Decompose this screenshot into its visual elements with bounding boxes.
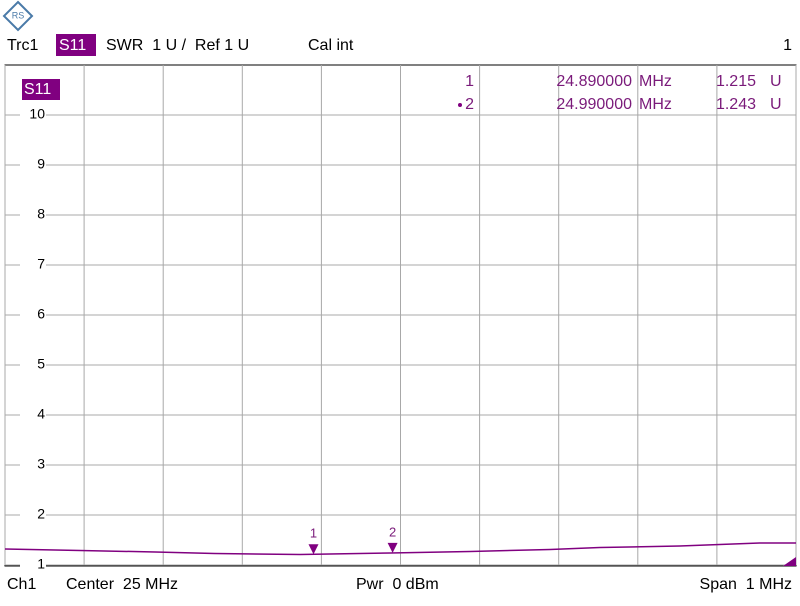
window-number: 1 <box>783 37 792 54</box>
y-tick-label-bg <box>20 257 46 273</box>
parameter: S11 <box>59 37 86 54</box>
y-tick-label: 2 <box>37 506 45 522</box>
y-tick-label-bg <box>20 157 46 173</box>
calibration: Cal int <box>308 37 354 54</box>
marker-row-label: 1 <box>465 73 474 90</box>
span: Span 1 MHz <box>700 576 792 593</box>
corner-indicator <box>783 557 796 566</box>
y-tick-label: 3 <box>37 456 45 472</box>
marker-row-value: 1.243 <box>716 96 756 113</box>
y-tick-label: 6 <box>37 306 45 322</box>
format: SWR 1 U / Ref 1 U <box>106 37 249 54</box>
active-marker-dot <box>458 103 462 107</box>
grid: 1 2 3 4 5 6 7 8 9 10 <box>4 65 797 573</box>
marker-triangle <box>308 544 319 555</box>
y-tick-label: 1 <box>37 556 45 572</box>
y-tick-label-bg <box>20 407 46 423</box>
marker-label: 2 <box>389 524 396 539</box>
marker-row-frequency: 24.990000 <box>556 96 632 113</box>
trace-line <box>4 542 796 556</box>
y-tick-label: 8 <box>37 206 45 222</box>
marker-label: 1 <box>310 526 317 541</box>
y-tick-label: 4 <box>37 406 45 422</box>
marker-row-frequency: 24.890000 <box>556 73 632 90</box>
marker-row-frequency-unit: MHz <box>639 96 672 113</box>
trace-tag-label: S11 <box>24 81 51 98</box>
logo: RS <box>2 0 34 32</box>
center: Center 25 MHz <box>66 576 178 593</box>
y-tick-label-bg <box>20 507 46 523</box>
marker-row-frequency-unit: MHz <box>639 73 672 90</box>
marker-row-label: 2 <box>465 96 474 113</box>
marker-triangle <box>387 542 398 553</box>
y-tick-label-bg <box>20 357 46 373</box>
y-tick-label-bg <box>20 307 46 323</box>
y-tick-label: 5 <box>37 356 45 372</box>
trace-tag <box>22 79 60 100</box>
y-tick-label: 9 <box>37 156 45 172</box>
y-tick-label: 7 <box>37 256 45 272</box>
y-tick-label: 10 <box>29 106 45 122</box>
y-tick-label-bg <box>20 557 46 573</box>
y-tick-label-bg <box>20 207 46 223</box>
power: Pwr 0 dBm <box>356 576 439 593</box>
channel: Ch1 <box>7 576 36 593</box>
marker-row-unit: U <box>770 73 782 90</box>
y-tick-label-bg <box>20 107 46 123</box>
svg-text:RS: RS <box>12 10 25 20</box>
plot: 1 1 24.890000 MHz 1.215 U 2 2 24.990000 MHz 1.243 U <box>4 73 796 556</box>
y-tick-label-bg <box>20 457 46 473</box>
marker-row-unit: U <box>770 96 782 113</box>
trace-name: Trc1 <box>7 37 39 54</box>
parameter-highlight <box>56 34 96 56</box>
marker-row-value: 1.215 <box>716 73 756 90</box>
